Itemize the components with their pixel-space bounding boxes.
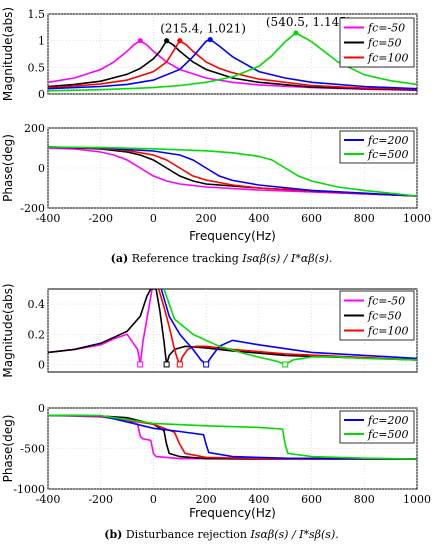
annotation-label: (540.5, 1.145) — [266, 15, 352, 29]
caption-b-text: Disturbance rejection — [125, 528, 247, 541]
y-tick-label: 0.2 — [28, 328, 46, 341]
x-tick-label: -400 — [36, 212, 61, 225]
caption-a-label: (a) — [110, 252, 129, 265]
series-line-fc=50 — [48, 414, 417, 460]
x-tick-label: 0 — [150, 493, 157, 506]
series-line-fc=200 — [48, 414, 417, 460]
peak-marker — [164, 38, 170, 44]
series-group — [48, 146, 417, 197]
x-axis-label: Frequency(Hz) — [189, 506, 276, 520]
series-line-fc=100 — [48, 39, 417, 90]
y-axis-label: Magnitude(abs) — [1, 7, 15, 101]
y-tick-label: -500 — [20, 443, 45, 456]
legend-label: fc=50 — [367, 310, 401, 323]
legend: fc=-50 fc=50 fc=100 — [339, 17, 415, 68]
legend-label: fc=-50 — [367, 22, 405, 35]
caption-a-text: Reference tracking — [131, 252, 239, 265]
caption-a: (a) Reference tracking Isαβ(s) / I*αβ(s)… — [0, 252, 443, 265]
x-tick-label: -400 — [36, 493, 61, 506]
legend-label: fc=200 — [367, 134, 408, 147]
series-line-fc=50 — [48, 39, 417, 91]
series-line-fc=-50 — [48, 39, 417, 92]
peak-marker — [207, 36, 213, 43]
caption-b-label: (b) — [104, 528, 123, 541]
chart-a_mag: 0 0.5 1 1.5 Magnitude(abs) (215.4, 1.021) (540… — [1, 7, 418, 101]
chart-b_phase: -1000 -500 0 -400 -200 0 200 400 600 800 1000 Frequ… — [1, 402, 431, 520]
y-tick-label: 0 — [38, 88, 45, 101]
x-tick-label: 0 — [150, 212, 157, 225]
notch-marker — [282, 361, 289, 368]
y-axis-label: Phase(deg) — [1, 134, 15, 202]
series-line-fc=-50 — [48, 147, 417, 197]
y-axis-label: Magnitude(abs) — [1, 283, 15, 377]
notch-marker — [137, 361, 144, 368]
notch-marker — [176, 361, 183, 368]
legend-label: fc=100 — [367, 325, 408, 338]
notch-marker — [203, 361, 210, 368]
x-tick-label: 600 — [301, 212, 322, 225]
x-tick-label: 1000 — [403, 493, 431, 506]
series-group — [48, 289, 417, 368]
x-tick-label: 400 — [248, 493, 269, 506]
x-tick-label: 600 — [301, 493, 322, 506]
y-tick-label: 0 — [38, 358, 45, 371]
x-tick-label: 1000 — [403, 212, 431, 225]
y-tick-label: 1 — [38, 35, 45, 48]
y-tick-label: 1.5 — [28, 8, 46, 21]
peak-marker — [293, 30, 299, 36]
legend-label: fc=100 — [367, 52, 408, 65]
y-tick-label: -200 — [20, 202, 45, 215]
y-tick-label: -1000 — [13, 483, 45, 496]
legend-label: fc=-50 — [367, 295, 405, 308]
caption-a-formula: Isαβ(s) / I*αβ(s). — [242, 252, 333, 265]
x-tick-label: 400 — [248, 212, 269, 225]
x-tick-label: 200 — [196, 212, 217, 225]
x-tick-label: 800 — [354, 493, 375, 506]
caption-b-formula: Isαβ(s) / I*sβ(s). — [250, 528, 339, 541]
x-tick-label: 800 — [354, 212, 375, 225]
legend-label: fc=200 — [367, 414, 408, 427]
peak-marker — [177, 38, 183, 44]
series-line-fc=500 — [163, 289, 417, 366]
legend-label: fc=500 — [367, 428, 408, 441]
y-axis-label: Phase(deg) — [1, 415, 15, 483]
x-tick-label: -200 — [88, 212, 113, 225]
series-line-fc=200 — [160, 289, 417, 366]
y-tick-label: 0.4 — [28, 298, 46, 311]
x-tick-label: 200 — [196, 493, 217, 506]
legend-box — [339, 130, 415, 164]
x-axis-label: Frequency(Hz) — [189, 229, 276, 243]
peak-marker — [137, 38, 143, 44]
notch-marker — [163, 361, 170, 368]
caption-b: (b) Disturbance rejection Isαβ(s) / I*sβ… — [0, 528, 443, 541]
series-line-fc=500 — [48, 146, 417, 197]
y-tick-label: 0 — [38, 162, 45, 175]
legend-label: fc=50 — [367, 37, 401, 50]
series-line-fc=500 — [48, 31, 417, 92]
chart-b_mag: 0 0.2 0.4 Magnitude(abs) fc=-50 fc=50 fc=100 — [1, 283, 418, 378]
series-group — [48, 30, 417, 92]
legend-label: fc=500 — [367, 148, 408, 161]
annotation-label: (215.4, 1.021) — [160, 22, 246, 36]
series-line-fc=50 — [48, 289, 417, 365]
y-tick-label: 0.5 — [28, 61, 46, 74]
series-line-fc=200 — [48, 146, 417, 197]
y-tick-label: 0 — [38, 402, 45, 415]
x-tick-label: -200 — [88, 493, 113, 506]
series-line-fc=500 — [48, 414, 417, 460]
series-group — [48, 414, 417, 460]
legend: fc=-50 fc=50 fc=100 — [339, 290, 415, 341]
y-tick-label: 200 — [24, 122, 45, 135]
legend-box — [339, 410, 415, 444]
